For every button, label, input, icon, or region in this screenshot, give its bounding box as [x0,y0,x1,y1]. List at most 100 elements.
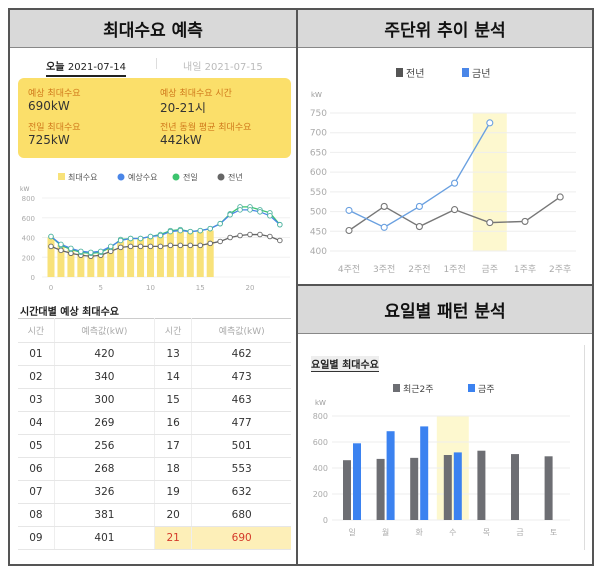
x-tick-label: 1주후 [514,264,536,275]
hour-cell: 09 [18,526,55,550]
data-point [107,243,114,250]
y-tick-label: 550 [310,188,327,198]
hour-cell: 03 [18,388,55,412]
bar [156,234,164,277]
column-header: 시간 [18,318,55,343]
data-point [58,241,64,248]
data-point [486,119,494,127]
data-point [187,242,194,249]
data-point [451,206,459,214]
data-point [177,227,184,234]
x-tick-label: 20 [246,284,255,292]
y-tick-label: 500 [310,208,327,218]
data-point [247,231,253,238]
forecast-value: 553 [191,457,291,481]
table-row: 08 381 20 680 [18,503,291,527]
hour-cell: 19 [154,480,193,504]
forecast-value: 462 [191,342,291,366]
legend-swatch [217,173,225,181]
bar [117,241,125,277]
legend-label: 최근2주 [403,384,434,395]
weekly-trend-title: 주단위 추이 분석 [298,10,592,48]
bar [353,443,361,520]
y-tick-label: 600 [22,215,35,223]
legend-swatch [172,173,180,181]
data-point [197,242,203,249]
tab-tomorrow[interactable]: 내일 2021-07-15 [183,62,263,73]
forecast-value: 268 [54,457,155,481]
bar [544,456,553,520]
table-row: 09 401 21 690 [18,526,291,550]
bar [147,237,154,277]
bar [410,457,419,520]
summary-label: 전일 최대수요 [28,123,81,133]
x-tick-label: 4주전 [338,264,360,275]
data-point [257,209,263,215]
y-tick-label: 800 [22,195,35,203]
hour-cell: 06 [18,457,55,481]
y-tick-label: 750 [310,109,327,119]
data-point [345,226,353,235]
data-point [147,233,154,240]
summary-value: 442kW [160,133,202,147]
bar [77,253,85,277]
bar [376,458,385,520]
hourly-forecast-table: 시간 예측값(kW) 시간 예측값(kW) 01 420 13 462 02 340 14 473 03… [18,318,291,550]
summary-value: 20-21시 [160,101,206,115]
data-point [177,242,184,249]
weekday-bar-chart: kW 0 200 400 600 800 일 월 화 수 목 금 토 최근2주 금주 [313,384,570,537]
bar [87,254,95,277]
table-title: 시간대별 예상 최대수요 [20,307,119,318]
summary-label: 예상 최대수요 [28,89,81,99]
x-tick-label: 금주 [482,264,499,275]
data-point [521,217,529,225]
forecast-value: 326 [54,480,155,504]
hour-cell: 07 [18,480,55,504]
forecast-title: 최대수요 예측 [10,10,296,48]
y-tick-label: 200 [22,254,35,262]
data-point [157,232,164,239]
forecast-value: 269 [54,411,155,435]
forecast-value: 463 [191,388,291,412]
legend-label: 전년 [228,172,243,182]
weekday-pattern-title: 요일별 패턴 분석 [298,286,592,334]
legend-swatch [462,68,469,77]
table-row: 04 269 16 477 [18,411,291,435]
data-point [247,207,253,213]
table-row: 02 340 14 473 [18,365,291,389]
bar [67,249,75,277]
bar [97,253,105,277]
data-point [147,243,154,250]
divider [296,8,298,566]
data-point [227,212,233,218]
data-point [237,232,243,239]
data-point [117,244,124,251]
summary-value: 690kW [28,99,70,113]
bar [420,426,429,520]
hour-cell: 02 [18,365,55,389]
legend-swatch [58,173,65,180]
forecast-value: 401 [54,526,155,550]
y-tick-label: 0 [323,516,328,525]
x-tick-label: 일 [348,528,355,537]
data-point [88,249,94,256]
bar [196,231,204,277]
bar [176,230,184,277]
hour-cell: 21 [154,526,193,550]
legend-label: 금주 [478,384,495,395]
table-row: 03 300 15 463 [18,388,291,412]
summary-label: 예상 최대수요 시간 [160,89,232,99]
tab-today[interactable]: 오늘 2021-07-14 [46,58,127,77]
divider [296,284,594,286]
x-tick-label: 2주후 [549,264,571,275]
data-point [157,243,164,250]
data-point [68,245,74,252]
forecast-value: 632 [191,480,291,504]
y-tick-label: 400 [310,247,327,257]
x-tick-label: 10 [146,284,155,292]
data-point [217,238,223,245]
y-tick-label: 200 [313,490,328,499]
x-tick-label: 목 [483,528,490,537]
bar [206,230,214,277]
data-point [207,240,213,247]
